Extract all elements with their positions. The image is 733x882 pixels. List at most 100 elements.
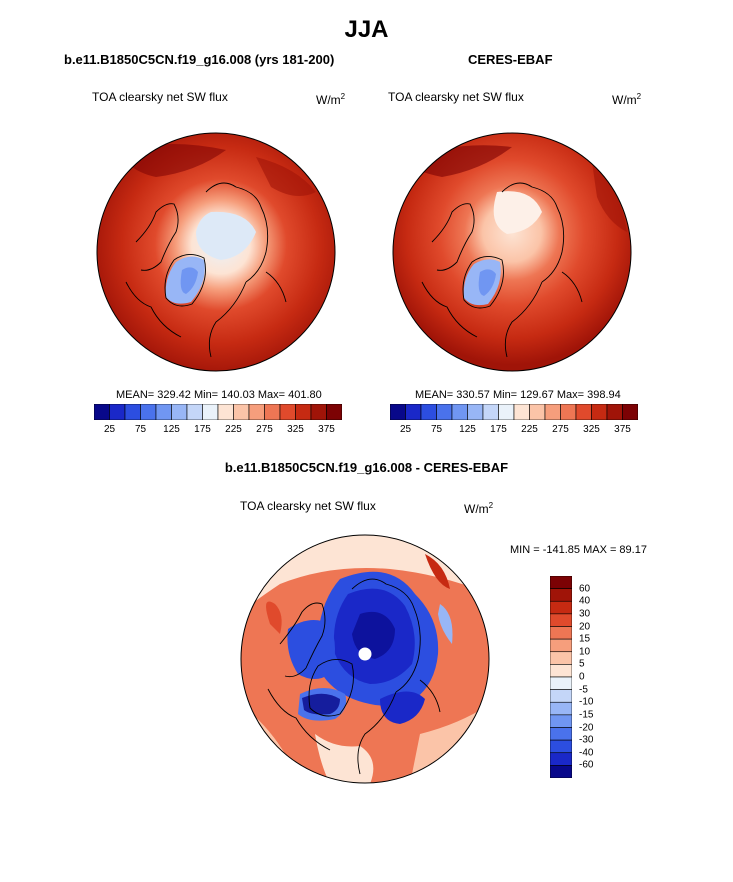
panel-3-colorbar-box (550, 727, 572, 741)
panel-3-colorbar-tick-label: 15 (579, 633, 591, 645)
panel-2-colorbar-box (482, 404, 499, 420)
panel-1-colorbar-swatches (94, 404, 342, 420)
panel-2-colorbar-box (420, 404, 437, 420)
panel-2-colorbar-tick-label: 75 (430, 424, 443, 435)
panel-1-colorbar-box (94, 404, 110, 420)
panel-3-colorbar-tick-label: 60 (579, 583, 591, 595)
panel-1-colorbar-tick-label: 275 (256, 424, 273, 435)
panel-1-colorbar-box (155, 404, 172, 420)
panel-1-colorbar-box (233, 404, 250, 420)
panel-3-colorbar-box (550, 714, 572, 728)
panel-1-colorbar-tick-label: 125 (163, 424, 180, 435)
panel-3-colorbar-box (550, 701, 572, 716)
panel-2-polar-map (392, 132, 632, 372)
panel-1-colorbar-tick-label: 175 (194, 424, 211, 435)
panel-3-colorbar-box (550, 765, 572, 778)
panel-3-colorbar-box (550, 613, 572, 627)
panel-1-colorbar (94, 404, 342, 420)
panel-1-colorbar-box (217, 404, 234, 420)
panel-1-colorbar-box (171, 404, 188, 420)
panel-2-colorbar-ticks: 25 75 125 175 225 275 325 375 (390, 424, 638, 438)
panel-1-colorbar-box (140, 404, 157, 420)
panel-3-colorbar-tick-label: 40 (579, 595, 591, 607)
panel-2-colorbar-box (575, 404, 592, 420)
panel-1-colorbar-box (295, 404, 312, 420)
panel-3-colorbar-box (550, 689, 572, 703)
panel-3-colorbar-tick-label: 0 (579, 671, 585, 683)
panel-2-stats: MEAN= 330.57 Min= 129.67 Max= 398.94 (415, 389, 621, 401)
panel-1-colorbar-box (310, 404, 327, 420)
panel-2-title: CERES-EBAF (468, 52, 553, 67)
panel-3-colorbar-tick-label: -60 (579, 759, 594, 771)
panel-1-colorbar-box (202, 404, 219, 420)
panel-3-colorbar-tick-label: 30 (579, 608, 591, 620)
panel-3-colorbar-tick-label: -30 (579, 734, 594, 746)
panel-2-colorbar-tick-label: 175 (490, 424, 507, 435)
panel-3-colorbar-box (550, 638, 572, 653)
panel-2-colorbar-box (513, 404, 530, 420)
panel-1-title: b.e11.B1850C5CN.f19_g16.008 (yrs 181-200… (64, 52, 335, 67)
panel-3-colorbar-box (550, 576, 572, 589)
panel-1-colorbar-box (326, 404, 342, 420)
panel-2-colorbar-tick-label: 25 (399, 424, 412, 435)
panel-1-colorbar-box (248, 404, 265, 420)
panel-2-colorbar-box (591, 404, 608, 420)
panel-3-colorbar-tick-label: -20 (579, 722, 594, 733)
panel-3-variable-label: TOA clearsky net SW flux (240, 499, 376, 513)
panel-1-colorbar-box (186, 404, 203, 420)
panel-2-colorbar-tick-label: 375 (614, 424, 631, 435)
panel-2-colorbar-tick-label: 125 (459, 424, 476, 435)
panel-1-stats: MEAN= 329.42 Min= 140.03 Max= 401.80 (116, 389, 322, 401)
panel-2-colorbar-box (544, 404, 561, 420)
panel-3-colorbar-box (550, 739, 572, 754)
panel-2-colorbar-box (622, 404, 638, 420)
panel-2-colorbar-box (529, 404, 546, 420)
panel-2-variable-label: TOA clearsky net SW flux (388, 90, 524, 104)
panel-1-colorbar-box (279, 404, 296, 420)
panel-3-colorbar-tick-label: 10 (579, 646, 591, 658)
panel-3-colorbar-box (550, 752, 572, 766)
panel-3-units: W/m2 (464, 501, 494, 516)
panel-3-colorbar-swatches (550, 576, 572, 778)
panel-3-colorbar-tick-label: -10 (579, 696, 594, 708)
panel-2-colorbar-box (560, 404, 577, 420)
panel-1-colorbar-box (264, 404, 281, 420)
panel-2-colorbar (390, 404, 638, 420)
panel-1-colorbar-box (124, 404, 141, 420)
panel-1-variable-label: TOA clearsky net SW flux (92, 90, 228, 104)
panel-3-colorbar-box (550, 664, 572, 678)
panel-2-colorbar-box (467, 404, 484, 420)
panel-3-colorbar (550, 576, 572, 778)
panel-3-colorbar-box (550, 676, 572, 690)
panel-1-colorbar-tick-label: 75 (134, 424, 147, 435)
panel-3-title: b.e11.B1850C5CN.f19_g16.008 - CERES-EBAF (224, 460, 509, 475)
panel-3-stats: MIN = -141.85 MAX = 89.17 (510, 544, 647, 556)
panel-2-colorbar-box (498, 404, 515, 420)
panel-1-colorbar-tick-label: 225 (225, 424, 242, 435)
panel-3-colorbar-tick-label: -5 (579, 684, 588, 696)
panel-1-colorbar-tick-label: 25 (103, 424, 116, 435)
panel-3-colorbar-tick-label: 5 (579, 658, 585, 670)
figure-title: JJA (344, 16, 389, 43)
panel-1-polar-map (96, 132, 336, 372)
panel-1-colorbar-tick-label: 375 (318, 424, 335, 435)
panel-3-colorbar-tick-label: -40 (579, 747, 594, 759)
panel-3-colorbar-box (550, 626, 572, 640)
panel-3-colorbar-tick-label: -15 (579, 709, 594, 721)
panel-3-colorbar-tick-label: 20 (579, 621, 591, 632)
panel-1-colorbar-tick-label: 325 (287, 424, 304, 435)
panel-3-polar-map (240, 534, 490, 784)
panel-3-colorbar-box (550, 651, 572, 665)
panel-2-colorbar-tick-label: 275 (552, 424, 569, 435)
panel-2-colorbar-swatches (390, 404, 638, 420)
panel-2-colorbar-tick-label: 225 (521, 424, 538, 435)
panel-2-colorbar-box (451, 404, 468, 420)
panel-3-colorbar-box (550, 600, 572, 615)
panel-2-colorbar-box (405, 404, 422, 420)
panel-2-colorbar-box (390, 404, 406, 420)
panel-2-colorbar-tick-label: 325 (583, 424, 600, 435)
panel-2-colorbar-box (436, 404, 453, 420)
panel-2-units: W/m2 (612, 92, 642, 107)
panel-3-colorbar-ticks: 60 40 30 20 15 10 5 0 -5 -10 -15 -20 -30 -40 -60 (579, 576, 619, 778)
panel-2-colorbar-box (606, 404, 623, 420)
